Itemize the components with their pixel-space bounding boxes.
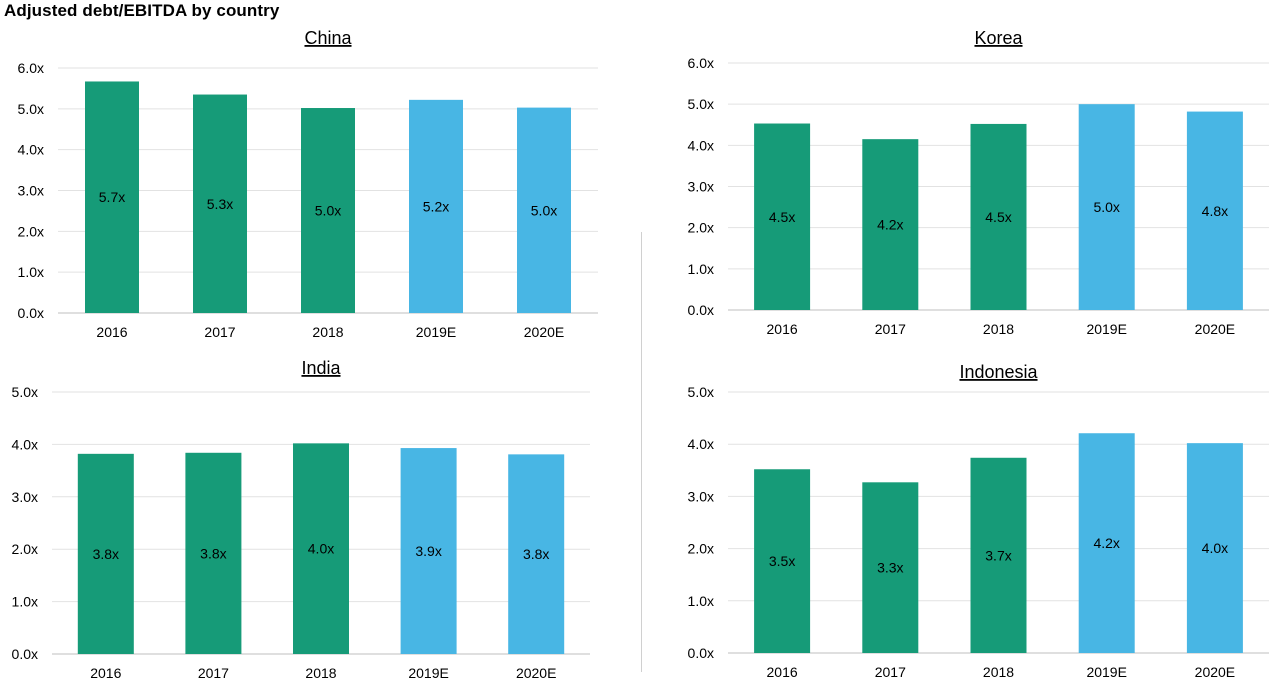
y-tick-label: 5.0x (688, 384, 714, 400)
y-tick-label: 4.0x (12, 436, 38, 452)
data-label: 3.9x (415, 543, 441, 559)
chart-korea: Korea 0.0x 1.0x 2.0x 3.0x 4.0x 5.0x 6.0x 4.5x 201… (688, 28, 1269, 337)
data-label: 3.8x (200, 545, 226, 561)
data-label: 4.0x (1202, 540, 1228, 556)
x-tick-label: 2020E (524, 324, 564, 340)
data-label: 4.0x (308, 541, 334, 557)
data-label: 5.0x (315, 203, 341, 219)
x-tick-label: 2018 (983, 664, 1014, 680)
bar-india-2017 (185, 452, 242, 654)
data-label: 5.7x (99, 189, 125, 205)
bar-india-2016 (77, 453, 134, 654)
data-label: 5.3x (207, 196, 233, 212)
bar-korea-2016 (754, 123, 811, 310)
data-label: 5.0x (1093, 199, 1119, 215)
data-label: 3.3x (877, 560, 903, 576)
bar-indonesia-2020e (1186, 443, 1243, 653)
y-tick-label: 4.0x (688, 137, 714, 153)
bar-korea-2018 (970, 123, 1027, 310)
bar-korea-2017 (862, 139, 919, 310)
x-tick-label: 2018 (305, 665, 336, 681)
bar-india-2018 (293, 443, 349, 654)
bar-china-2017 (193, 94, 247, 314)
data-label: 3.7x (985, 547, 1011, 563)
y-tick-label: 3.0x (688, 179, 714, 195)
y-tick-label: 1.0x (688, 261, 714, 277)
data-label: 3.5x (769, 553, 795, 569)
data-label: 5.2x (423, 198, 449, 214)
data-label: 4.8x (1202, 203, 1228, 219)
data-label: 4.2x (1093, 535, 1119, 551)
x-tick-label: 2020E (1195, 664, 1235, 680)
y-tick-label: 0.0x (12, 646, 38, 662)
bar-china-2019e (409, 99, 463, 313)
y-tick-label: 2.0x (688, 220, 714, 236)
page-title: Adjusted debt/EBITDA by country (4, 1, 280, 20)
y-tick-label: 1.0x (12, 594, 38, 610)
data-label: 5.0x (531, 202, 557, 218)
bar-korea-2019e (1078, 104, 1135, 311)
bar-indonesia-2019e (1078, 433, 1135, 653)
chart-title-indonesia: Indonesia (959, 362, 1038, 382)
bar-china-2020e (517, 107, 571, 313)
y-tick-label: 0.0x (688, 645, 714, 661)
y-tick-label: 5.0x (12, 384, 38, 400)
x-tick-label: 2018 (312, 324, 343, 340)
data-label: 4.2x (877, 217, 903, 233)
bar-indonesia-2017 (862, 482, 919, 653)
y-tick-label: 6.0x (688, 55, 714, 71)
x-tick-label: 2016 (767, 664, 798, 680)
y-tick-label: 1.0x (688, 593, 714, 609)
y-tick-label: 6.0x (18, 60, 44, 76)
y-tick-label: 5.0x (688, 96, 714, 112)
data-label: 3.8x (523, 546, 549, 562)
x-tick-label: 2018 (983, 321, 1014, 337)
x-tick-label: 2020E (516, 665, 556, 681)
chart-title-india: India (301, 358, 341, 378)
y-tick-label: 1.0x (18, 264, 44, 280)
x-tick-label: 2019E (416, 324, 456, 340)
x-tick-label: 2017 (198, 665, 229, 681)
x-tick-label: 2016 (96, 324, 127, 340)
chart-title-china: China (304, 28, 352, 48)
bar-indonesia-2018 (970, 457, 1027, 653)
y-tick-label: 2.0x (18, 223, 44, 239)
y-tick-label: 2.0x (12, 541, 38, 557)
bar-indonesia-2016 (754, 469, 811, 653)
chart-india: India 0.0x 1.0x 2.0x 3.0x 4.0x 5.0x 3.8x 2016 3.8… (12, 358, 590, 681)
y-tick-label: 4.0x (18, 142, 44, 158)
y-tick-label: 0.0x (18, 305, 44, 321)
x-tick-label: 2019E (1086, 664, 1126, 680)
x-tick-label: 2017 (204, 324, 235, 340)
data-label: 4.5x (769, 209, 795, 225)
panel-divider (641, 232, 642, 672)
bar-india-2020e (508, 454, 565, 654)
y-tick-label: 4.0x (688, 436, 714, 452)
bar-india-2019e (400, 448, 457, 654)
x-tick-label: 2017 (875, 321, 906, 337)
y-tick-label: 3.0x (688, 488, 714, 504)
x-tick-label: 2020E (1195, 321, 1235, 337)
x-tick-label: 2017 (875, 664, 906, 680)
x-tick-label: 2019E (408, 665, 448, 681)
chart-china: China 0.0x 1.0x 2.0x 3.0x 4.0x 5.0x 6.0x 5.7x 201… (18, 28, 598, 340)
data-label: 3.8x (93, 546, 119, 562)
bar-china-2018 (301, 108, 355, 314)
chart-indonesia: Indonesia 0.0x 1.0x 2.0x 3.0x 4.0x 5.0x 3.5x 201… (688, 362, 1269, 680)
bar-china-2016 (85, 81, 139, 313)
y-tick-label: 3.0x (18, 183, 44, 199)
y-tick-label: 3.0x (12, 489, 38, 505)
x-tick-label: 2016 (90, 665, 121, 681)
y-tick-label: 2.0x (688, 541, 714, 557)
bar-korea-2020e (1186, 111, 1243, 311)
y-tick-label: 0.0x (688, 302, 714, 318)
x-tick-label: 2019E (1086, 321, 1126, 337)
chart-title-korea: Korea (974, 28, 1023, 48)
y-tick-label: 5.0x (18, 101, 44, 117)
x-tick-label: 2016 (767, 321, 798, 337)
data-label: 4.5x (985, 209, 1011, 225)
